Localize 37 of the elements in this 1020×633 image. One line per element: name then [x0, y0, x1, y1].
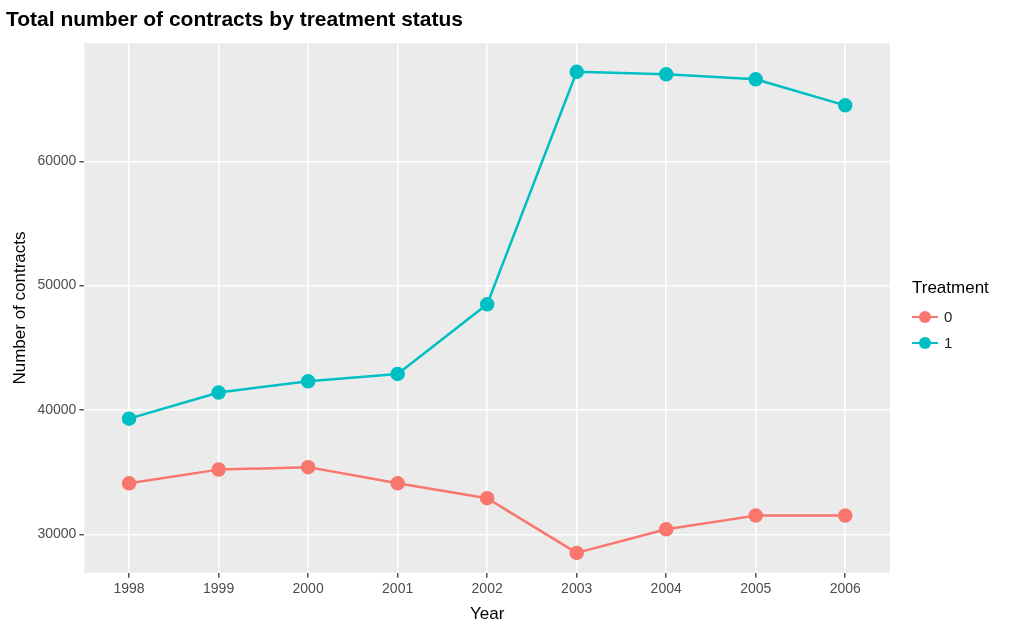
point: [211, 385, 226, 400]
x-tick-label: 2002: [471, 580, 503, 597]
point: [837, 98, 853, 113]
point: [121, 411, 137, 426]
point: [658, 67, 674, 82]
x-tick-label: 2003: [561, 580, 593, 597]
x-axis-title: Year: [469, 604, 505, 624]
x-tick-label: 2006: [829, 580, 862, 597]
point: [569, 64, 584, 80]
point: [748, 72, 763, 87]
y-tick-label: 40000: [37, 400, 77, 417]
point: [658, 522, 674, 537]
legend-label: 1: [944, 334, 953, 351]
chart-title: Total number of contracts by treatment status: [6, 7, 464, 31]
point: [479, 297, 495, 312]
point: [300, 374, 316, 389]
x-tick-label: 2001: [382, 580, 414, 597]
y-tick-label: 30000: [37, 525, 77, 542]
point: [300, 459, 316, 475]
x-tick-label: 2000: [292, 580, 324, 597]
y-tick-label: 60000: [37, 152, 77, 169]
legend-label: 0: [944, 308, 953, 325]
legend-title: Treatment: [912, 277, 989, 298]
point: [390, 366, 405, 382]
point: [748, 508, 763, 523]
x-tick-label: 2005: [740, 580, 772, 597]
point: [569, 545, 584, 561]
x-tick-label: 1998: [113, 580, 145, 597]
point: [121, 476, 137, 491]
point: [211, 462, 226, 477]
y-axis-title: Number of contracts: [9, 231, 29, 385]
x-tick-label: 1999: [203, 580, 235, 597]
point: [390, 476, 405, 491]
x-tick-label: 2004: [650, 580, 682, 597]
y-tick-label: 50000: [37, 276, 77, 293]
point: [479, 490, 495, 506]
point: [837, 508, 853, 523]
